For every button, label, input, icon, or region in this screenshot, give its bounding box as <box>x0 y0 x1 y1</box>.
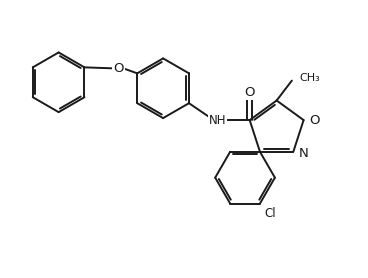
Text: O: O <box>113 62 124 75</box>
Text: O: O <box>309 114 320 126</box>
Text: N: N <box>298 147 308 160</box>
Text: NH: NH <box>209 114 227 126</box>
Text: CH₃: CH₃ <box>300 73 321 83</box>
Text: Cl: Cl <box>264 207 276 220</box>
Text: O: O <box>244 86 255 99</box>
